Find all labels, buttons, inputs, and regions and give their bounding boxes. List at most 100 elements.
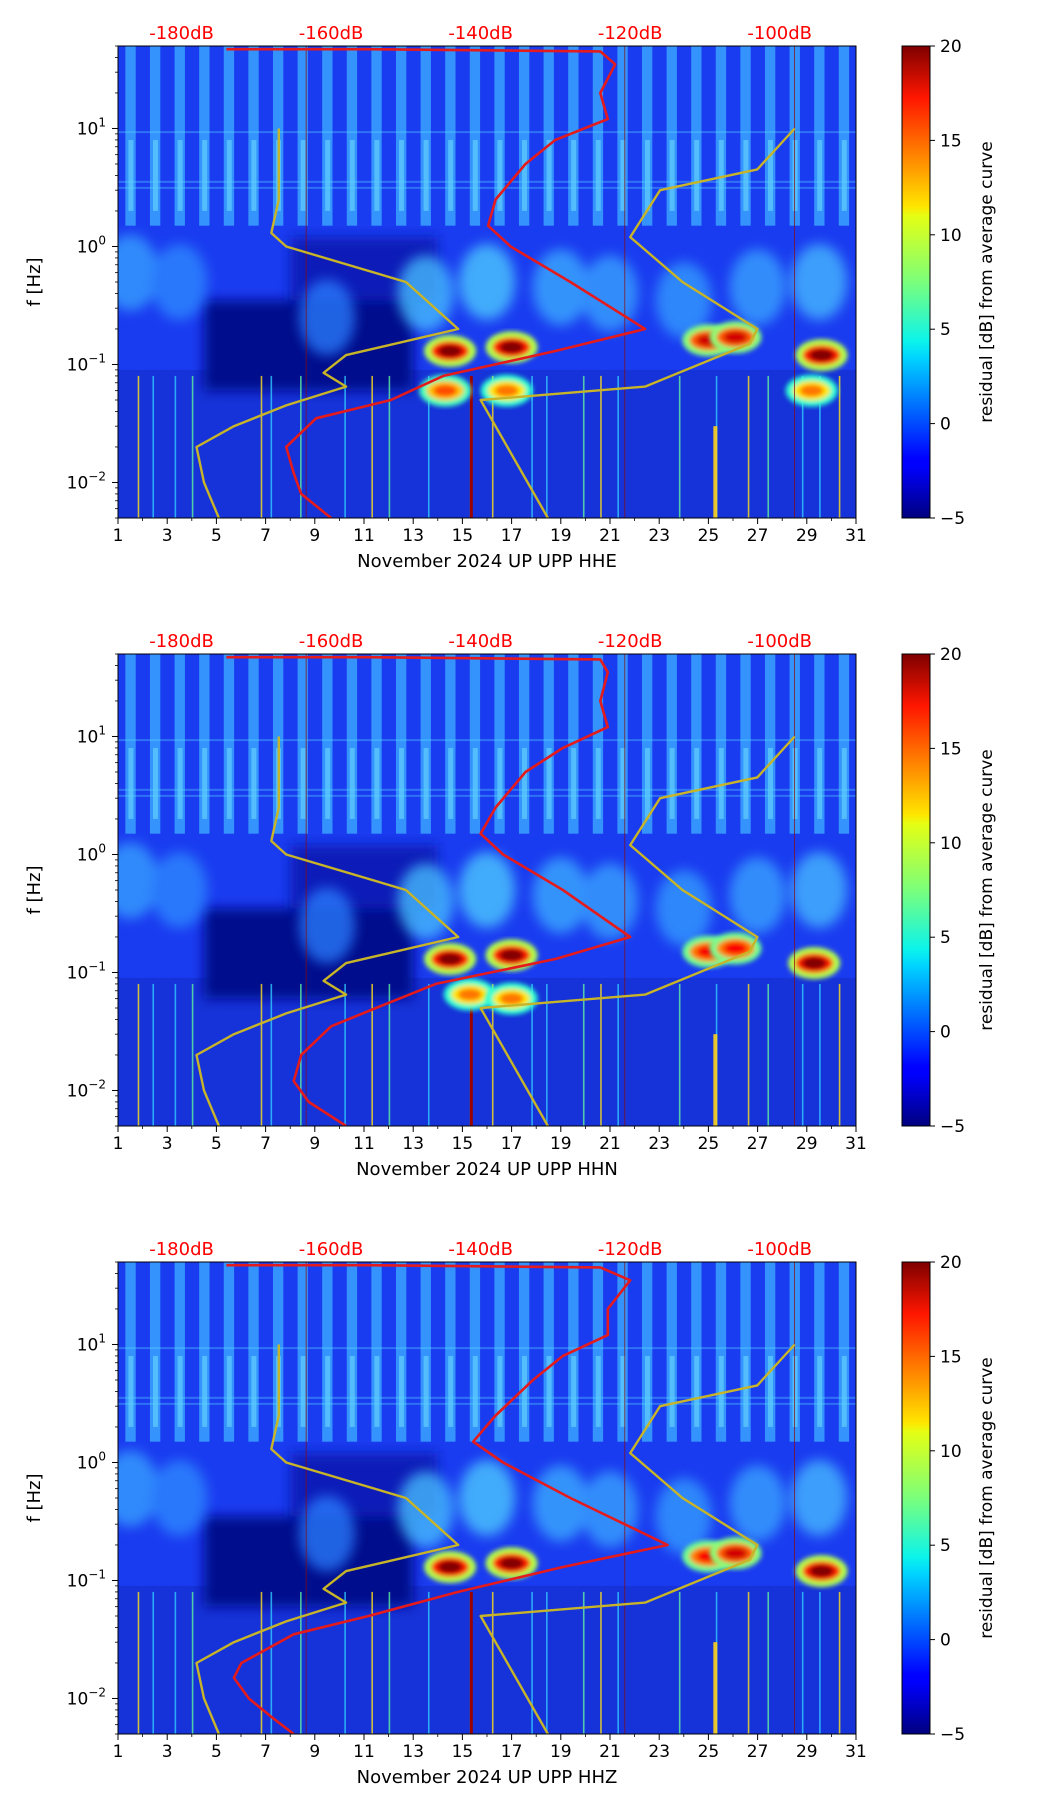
stripe-core <box>694 1355 700 1427</box>
stripe-core <box>571 139 577 211</box>
transient-line <box>388 1591 391 1734</box>
hotspot-core <box>802 957 827 970</box>
y-axis-label: f [Hz] <box>24 1473 45 1522</box>
stripe-core <box>128 1355 134 1427</box>
stripe <box>641 1262 653 1442</box>
transient-line <box>427 375 430 518</box>
stripe <box>199 654 210 834</box>
noise-model-low-curve <box>195 736 460 1126</box>
x-tick-label: 21 <box>599 526 621 546</box>
heatmap-haze <box>118 842 848 964</box>
haze-blob <box>459 852 515 928</box>
heatmap-transients <box>137 1591 841 1734</box>
stripe-core <box>792 139 798 211</box>
x-tick-label: 25 <box>698 1742 720 1762</box>
stripe <box>469 46 481 226</box>
db-scale-label: -100dB <box>747 1239 812 1260</box>
stripe <box>666 1262 677 1442</box>
stripe <box>445 46 456 226</box>
stripe <box>543 654 554 834</box>
stripe <box>149 1262 161 1442</box>
x-tick-label: 15 <box>452 526 474 546</box>
transient-line <box>531 375 533 518</box>
x-tick-label: 23 <box>648 1134 670 1154</box>
stripe <box>764 46 776 226</box>
transient-line <box>531 983 533 1126</box>
transient-line <box>819 983 821 1126</box>
stripe-core <box>595 1355 601 1427</box>
transient-line <box>137 983 140 1126</box>
x-tick-label: 9 <box>309 1742 320 1762</box>
x-tick-label: 13 <box>402 1742 424 1762</box>
transient-line <box>152 375 155 518</box>
hotspot-core <box>433 384 458 397</box>
haze-blob <box>729 249 786 326</box>
hotspot <box>443 978 496 1011</box>
stripe-core <box>325 1355 331 1427</box>
haze-blob <box>397 255 454 332</box>
db-scale-label: -120dB <box>598 23 663 44</box>
transient-line <box>491 1591 494 1734</box>
stripe <box>248 1262 259 1442</box>
x-tick-label: 25 <box>698 1134 720 1154</box>
transient-line <box>819 375 821 518</box>
transient-line <box>838 983 841 1126</box>
stripe <box>691 46 702 226</box>
hotspot <box>485 1547 538 1580</box>
stripe <box>740 46 751 226</box>
stripe <box>543 1262 554 1442</box>
transient-line <box>713 1642 718 1734</box>
transient-line <box>801 983 804 1126</box>
colorbar-label: residual [dB] from average curve <box>977 1357 997 1638</box>
stripe <box>814 1262 825 1442</box>
stripe <box>445 1262 456 1442</box>
stripe-core <box>300 139 306 211</box>
psd-average-curve <box>226 655 632 1126</box>
frequency-streak <box>118 186 856 189</box>
stripe-core <box>177 139 183 211</box>
transient-line <box>838 375 841 518</box>
heatmap-low-band <box>118 1585 856 1734</box>
x-tick-label: 27 <box>747 1134 769 1154</box>
x-tick-label: 19 <box>550 1742 572 1762</box>
y-tick-exponent: −1 <box>88 351 106 365</box>
stripe-core <box>792 1355 798 1427</box>
hotspot <box>485 982 538 1015</box>
stripe <box>568 46 579 226</box>
transient-line <box>174 375 177 518</box>
stripe-core <box>817 1355 823 1427</box>
spectrogram-panel: 1 3 5 7 9 11 13 15 17 19 21 23 25 27 29 3110−210−110010… <box>24 631 997 1180</box>
stripe <box>420 654 431 834</box>
x-tick-label: 17 <box>501 1742 523 1762</box>
colorbar-tick-label: 10 <box>940 1442 962 1462</box>
x-tick-label: 7 <box>260 526 271 546</box>
colorbar-tick-label: 15 <box>940 739 962 759</box>
heatmap-hotspots <box>419 321 848 407</box>
transient-line <box>300 375 302 518</box>
transient-line <box>270 1591 273 1734</box>
x-tick-label: 1 <box>113 1742 124 1762</box>
x-tick-label: 11 <box>353 1134 375 1154</box>
transient-line <box>678 1591 681 1734</box>
y-tick-exponent: −2 <box>88 1685 106 1699</box>
stripe-core <box>177 747 183 819</box>
stripe-core <box>423 747 429 819</box>
stripe-core <box>669 747 675 819</box>
y-axis-label: f [Hz] <box>24 865 45 914</box>
transient-line <box>371 375 373 518</box>
stripe-core <box>472 139 478 211</box>
stripe-core <box>497 747 503 819</box>
x-tick-label: 17 <box>501 526 523 546</box>
stripe <box>149 654 161 834</box>
stripe <box>838 654 850 834</box>
x-tick-label: 23 <box>648 526 670 546</box>
colorbar-tick-label: 20 <box>940 1253 962 1273</box>
stripe <box>715 46 727 226</box>
hotspot <box>485 939 538 972</box>
stripe-core <box>521 139 527 211</box>
stripe <box>469 1262 481 1442</box>
db-scale-label: -180dB <box>149 631 214 652</box>
x-tick-label: 23 <box>648 1742 670 1762</box>
transient-line <box>546 983 548 1126</box>
frequency-streak <box>118 180 856 183</box>
